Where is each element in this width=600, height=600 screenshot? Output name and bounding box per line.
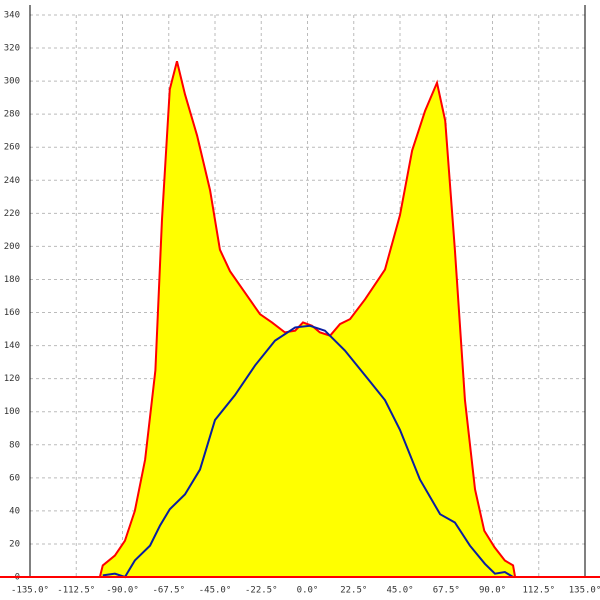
y-tick-label: 260 xyxy=(4,143,20,153)
y-tick-label: 120 xyxy=(4,374,20,384)
x-tick-label: -45.0° xyxy=(199,586,232,596)
y-tick-label: 200 xyxy=(4,242,20,252)
x-tick-label: -67.5° xyxy=(152,586,185,596)
x-tick-label: -22.5° xyxy=(245,586,278,596)
x-tick-label: -90.0° xyxy=(106,586,139,596)
x-tick-label: 112.5° xyxy=(522,586,555,596)
x-tick-label: 22.5° xyxy=(340,586,367,596)
y-tick-label: 100 xyxy=(4,407,20,417)
x-tick-label: 90.0° xyxy=(479,586,506,596)
line xyxy=(98,61,517,578)
y-tick-label: 220 xyxy=(4,209,20,219)
x-tick-label: 135.0° xyxy=(569,586,600,596)
y-tick-label: 300 xyxy=(4,77,20,87)
y-tick-label: 20 xyxy=(9,539,20,549)
y-tick-label: 240 xyxy=(4,176,20,186)
x-tick-label: 45.0° xyxy=(386,586,413,596)
x-tick-label: 67.5° xyxy=(433,586,460,596)
y-tick-label: 320 xyxy=(4,44,20,54)
area-fill xyxy=(99,61,516,578)
y-tick-label: 40 xyxy=(9,506,20,516)
y-tick-label: 80 xyxy=(9,440,20,450)
y-tick-label: 160 xyxy=(4,308,20,318)
y-tick-label: 140 xyxy=(4,341,20,351)
y-tick-label: 340 xyxy=(4,11,20,21)
x-tick-label: 0.0° xyxy=(297,586,319,596)
x-tick-label: -112.5° xyxy=(57,586,95,596)
y-tick-label: 280 xyxy=(4,110,20,120)
y-tick-label: 60 xyxy=(9,473,20,483)
x-tick-label: -135.0° xyxy=(11,586,49,596)
y-tick-label: 180 xyxy=(4,275,20,285)
line xyxy=(102,324,514,579)
